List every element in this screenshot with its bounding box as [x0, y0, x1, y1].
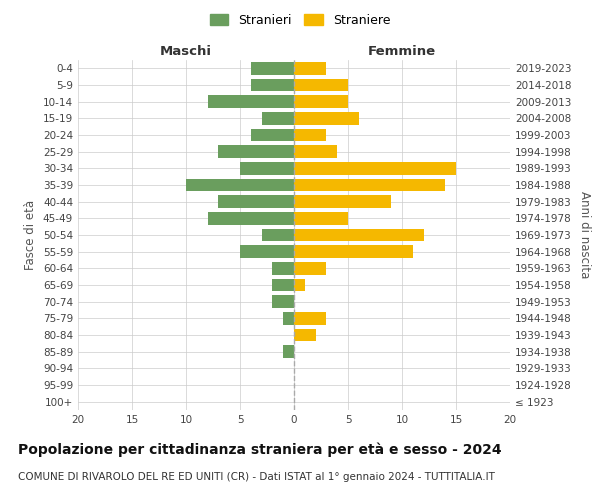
- Bar: [294, 96, 348, 108]
- Bar: [294, 179, 445, 192]
- Bar: [294, 329, 316, 341]
- Bar: [294, 312, 326, 324]
- Bar: [251, 129, 294, 141]
- Text: Femmine: Femmine: [368, 46, 436, 59]
- Bar: [294, 196, 391, 208]
- Bar: [294, 212, 348, 224]
- Bar: [294, 129, 326, 141]
- Y-axis label: Fasce di età: Fasce di età: [25, 200, 37, 270]
- Bar: [272, 296, 294, 308]
- Bar: [294, 62, 326, 74]
- Bar: [294, 79, 348, 92]
- Bar: [218, 146, 294, 158]
- Bar: [283, 312, 294, 324]
- Bar: [294, 229, 424, 241]
- Bar: [283, 346, 294, 358]
- Bar: [240, 162, 294, 174]
- Text: Popolazione per cittadinanza straniera per età e sesso - 2024: Popolazione per cittadinanza straniera p…: [18, 442, 502, 457]
- Bar: [251, 79, 294, 92]
- Bar: [186, 179, 294, 192]
- Bar: [294, 112, 359, 124]
- Bar: [208, 96, 294, 108]
- Bar: [208, 212, 294, 224]
- Y-axis label: Anni di nascita: Anni di nascita: [578, 192, 591, 278]
- Bar: [262, 229, 294, 241]
- Text: Maschi: Maschi: [160, 46, 212, 59]
- Bar: [251, 62, 294, 74]
- Text: COMUNE DI RIVAROLO DEL RE ED UNITI (CR) - Dati ISTAT al 1° gennaio 2024 - TUTTIT: COMUNE DI RIVAROLO DEL RE ED UNITI (CR) …: [18, 472, 495, 482]
- Bar: [272, 262, 294, 274]
- Legend: Stranieri, Straniere: Stranieri, Straniere: [205, 8, 395, 32]
- Bar: [294, 262, 326, 274]
- Bar: [294, 162, 456, 174]
- Bar: [262, 112, 294, 124]
- Bar: [294, 146, 337, 158]
- Bar: [240, 246, 294, 258]
- Bar: [272, 279, 294, 291]
- Bar: [218, 196, 294, 208]
- Bar: [294, 246, 413, 258]
- Bar: [294, 279, 305, 291]
